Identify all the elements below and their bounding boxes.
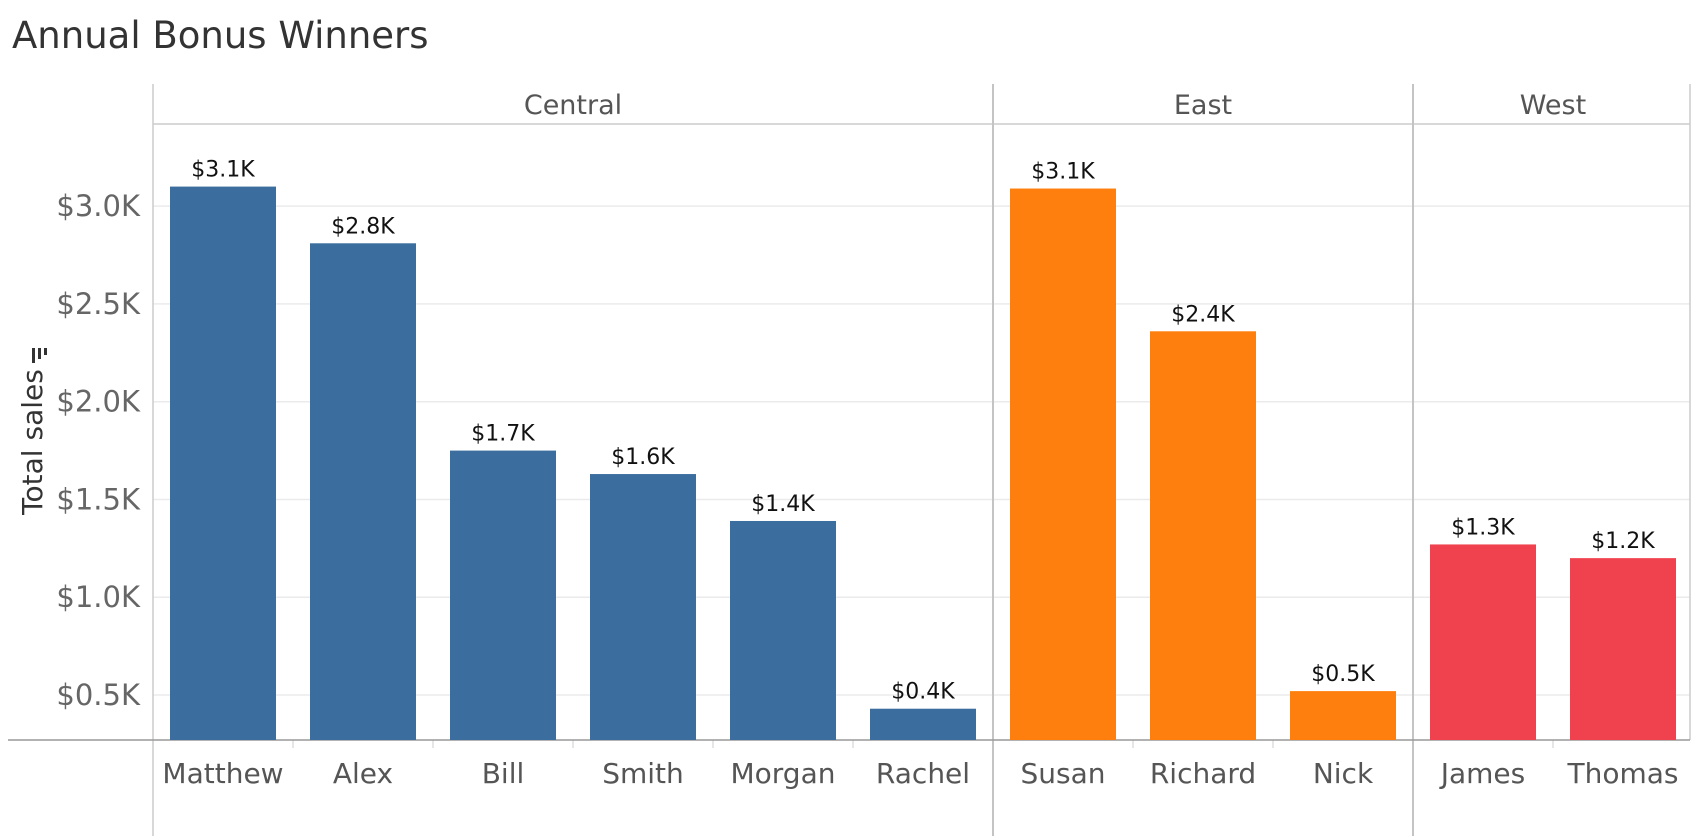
data-label: $1.7K xyxy=(471,422,535,447)
category-label: James xyxy=(1439,757,1526,790)
data-label: $0.4K xyxy=(891,680,955,705)
bars xyxy=(170,186,1676,741)
data-label: $1.3K xyxy=(1451,515,1515,540)
category-label: Susan xyxy=(1020,757,1105,790)
y-tick-label: $2.0K xyxy=(56,385,141,419)
data-label: $3.1K xyxy=(191,158,255,183)
category-label: Bill xyxy=(482,757,525,790)
category-label: Alex xyxy=(333,757,393,790)
data-label: $3.1K xyxy=(1031,160,1095,185)
labels: Central $3.1K Matthew $2.8K Alex $1.7K Bill $1.… xyxy=(162,90,1678,790)
category-label: Rachel xyxy=(876,757,970,790)
sort-icon-bar xyxy=(32,348,35,363)
bar-richard[interactable] xyxy=(1150,331,1256,740)
pane-header-east: East xyxy=(1174,90,1232,121)
y-tick-label: $2.5K xyxy=(56,287,141,321)
pane-header-west: West xyxy=(1520,90,1586,121)
bar-rachel[interactable] xyxy=(870,708,976,740)
bar-morgan[interactable] xyxy=(730,520,836,740)
y-tick-label: $3.0K xyxy=(56,189,141,223)
bar-james[interactable] xyxy=(1430,544,1536,740)
y-tick-label: $1.5K xyxy=(56,482,141,516)
y-axis: $0.5K $1.0K $1.5K $2.0K $2.5K $3.0K Total sale… xyxy=(16,189,141,712)
category-label: Thomas xyxy=(1566,757,1678,790)
sort-icon-bar xyxy=(38,348,41,359)
y-axis-title: Total sales xyxy=(16,369,49,516)
bar-thomas[interactable] xyxy=(1570,558,1676,740)
bar-alex[interactable] xyxy=(310,243,416,741)
data-label: $2.4K xyxy=(1171,302,1235,327)
y-tick-label: $1.0K xyxy=(56,580,141,614)
bar-nick[interactable] xyxy=(1290,691,1396,740)
bar-matthew[interactable] xyxy=(170,186,276,741)
data-label: $0.5K xyxy=(1311,662,1375,687)
bar-bill[interactable] xyxy=(450,450,556,740)
category-label: Matthew xyxy=(162,757,283,790)
pane-header-central: Central xyxy=(524,90,622,121)
data-label: $2.8K xyxy=(331,214,395,239)
data-label: $1.4K xyxy=(751,492,815,517)
category-label: Smith xyxy=(602,757,684,790)
data-label: $1.6K xyxy=(611,445,675,470)
category-label: Nick xyxy=(1313,757,1374,790)
chart-title: Annual Bonus Winners xyxy=(12,14,429,57)
category-label: Morgan xyxy=(731,757,836,790)
bar-smith[interactable] xyxy=(590,474,696,740)
y-tick-label: $0.5K xyxy=(56,678,141,712)
sort-icon[interactable] xyxy=(32,348,47,363)
category-label: Richard xyxy=(1150,757,1256,790)
bar-susan[interactable] xyxy=(1010,188,1116,741)
data-label: $1.2K xyxy=(1591,529,1655,554)
sort-icon-bar xyxy=(44,348,47,355)
pane-frame xyxy=(8,84,1691,836)
